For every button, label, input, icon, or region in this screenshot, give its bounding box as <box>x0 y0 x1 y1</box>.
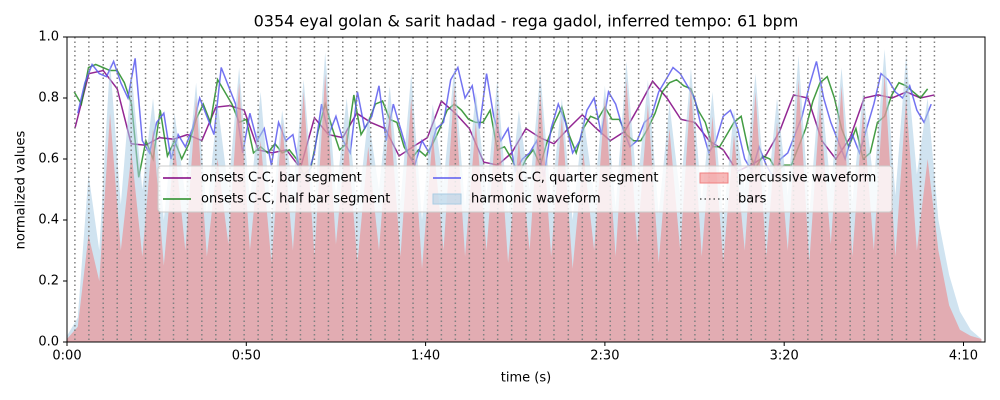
legend-label: harmonic waveform <box>471 192 601 207</box>
y-tick-label: 0.8 <box>38 91 59 106</box>
x-axis-label: time (s) <box>501 371 551 386</box>
chart-title: 0354 eyal golan & sarit hadad - rega gad… <box>254 12 799 31</box>
x-tick-label: 1:40 <box>411 349 440 364</box>
y-axis-label: normalized values <box>14 130 29 249</box>
y-tick-label: 1.0 <box>38 30 59 45</box>
legend-label: percussive waveform <box>738 171 876 186</box>
x-tick-label: 3:20 <box>770 349 799 364</box>
legend-label: bars <box>738 192 767 207</box>
legend-label: onsets C-C, bar segment <box>201 171 362 186</box>
legend-swatch <box>432 193 462 205</box>
legend-swatch <box>699 172 729 184</box>
legend-label: onsets C-C, half bar segment <box>201 192 390 207</box>
onset-line <box>74 69 935 173</box>
y-tick-label: 0.0 <box>38 335 59 350</box>
x-tick-label: 0:00 <box>52 349 81 364</box>
x-tick-label: 2:30 <box>590 349 619 364</box>
y-tick-label: 0.2 <box>38 274 59 289</box>
x-tick-label: 0:50 <box>232 349 261 364</box>
plot-frame <box>66 36 986 343</box>
y-tick-label: 0.4 <box>38 213 59 228</box>
y-tick-label: 0.6 <box>38 152 59 167</box>
legend-label: onsets C-C, quarter segment <box>471 171 658 186</box>
x-tick-label: 4:10 <box>949 349 978 364</box>
onset-line <box>77 58 932 180</box>
